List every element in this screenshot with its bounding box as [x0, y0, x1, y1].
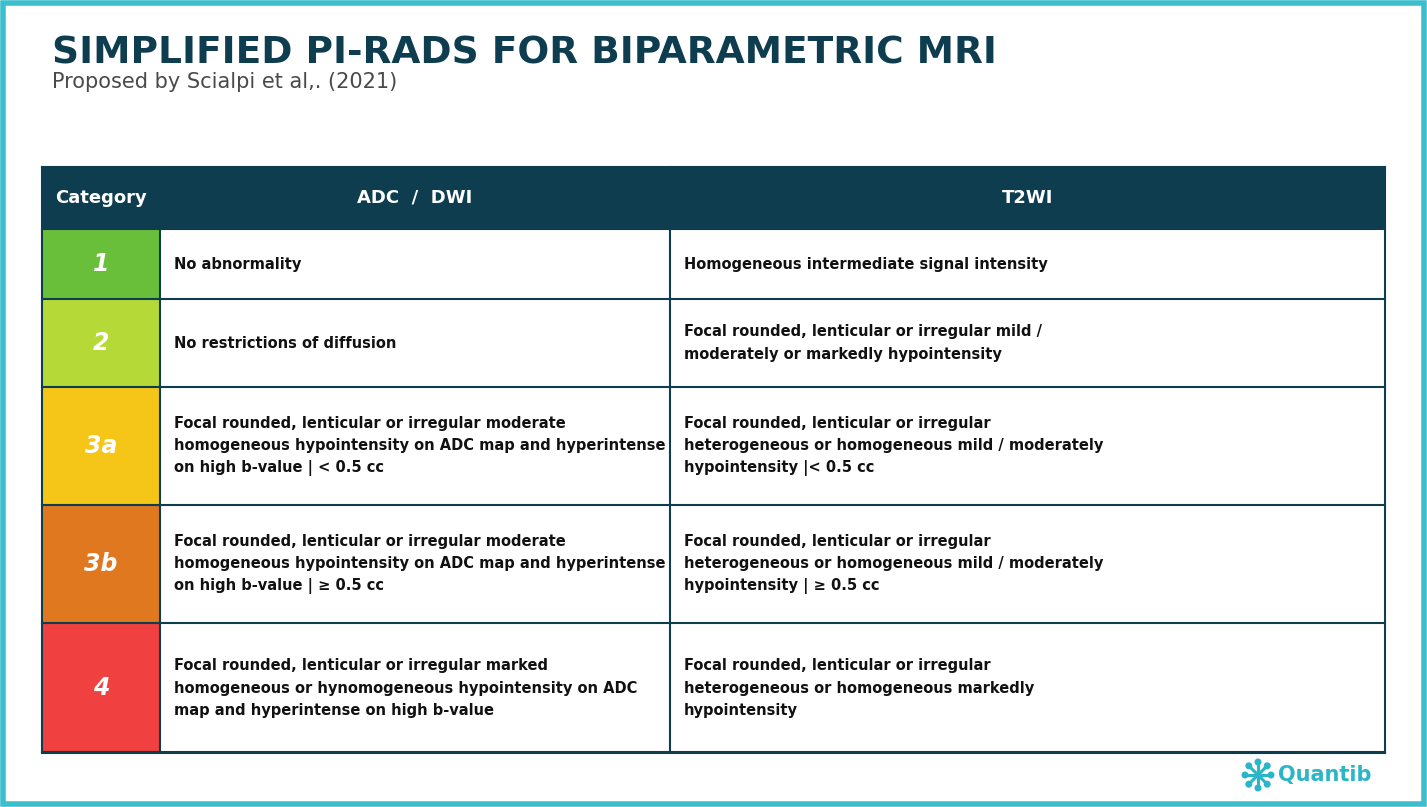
FancyBboxPatch shape [41, 387, 1386, 505]
Text: 1: 1 [93, 252, 110, 276]
Text: Focal rounded, lenticular or irregular marked
homogeneous or hynomogeneous hypoi: Focal rounded, lenticular or irregular m… [174, 659, 638, 717]
Text: Quantib: Quantib [1279, 765, 1371, 785]
Text: Category: Category [56, 189, 147, 207]
FancyBboxPatch shape [41, 299, 160, 387]
Text: No abnormality: No abnormality [174, 257, 301, 271]
Text: No restrictions of diffusion: No restrictions of diffusion [174, 336, 397, 350]
Text: SIMPLIFIED PI-RADS FOR BIPARAMETRIC MRI: SIMPLIFIED PI-RADS FOR BIPARAMETRIC MRI [51, 35, 997, 71]
FancyBboxPatch shape [41, 505, 1386, 623]
Text: Focal rounded, lenticular or irregular moderate
homogeneous hypointensity on ADC: Focal rounded, lenticular or irregular m… [174, 416, 665, 476]
FancyBboxPatch shape [41, 387, 160, 505]
Circle shape [1246, 781, 1251, 787]
Text: Focal rounded, lenticular or irregular mild /
moderately or markedly hypointensi: Focal rounded, lenticular or irregular m… [684, 324, 1042, 362]
Circle shape [1256, 785, 1261, 791]
Text: T2WI: T2WI [1002, 189, 1053, 207]
FancyBboxPatch shape [41, 623, 160, 753]
Text: ADC  /  DWI: ADC / DWI [357, 189, 472, 207]
FancyBboxPatch shape [41, 229, 1386, 299]
Text: Proposed by Scialpi et al,. (2021): Proposed by Scialpi et al,. (2021) [51, 72, 397, 92]
FancyBboxPatch shape [41, 167, 1386, 229]
FancyBboxPatch shape [41, 623, 1386, 753]
Circle shape [1269, 772, 1274, 778]
FancyBboxPatch shape [41, 505, 160, 623]
Text: Focal rounded, lenticular or irregular moderate
homogeneous hypointensity on ADC: Focal rounded, lenticular or irregular m… [174, 533, 665, 594]
Text: 4: 4 [93, 676, 110, 700]
Circle shape [1246, 763, 1251, 768]
Text: Focal rounded, lenticular or irregular
heterogeneous or homogeneous mild / moder: Focal rounded, lenticular or irregular h… [684, 416, 1103, 476]
Text: Focal rounded, lenticular or irregular
heterogeneous or homogeneous markedly
hyp: Focal rounded, lenticular or irregular h… [684, 659, 1035, 717]
Circle shape [1264, 781, 1270, 787]
Text: 3a: 3a [84, 434, 117, 458]
Text: 2: 2 [93, 331, 110, 355]
Circle shape [1256, 759, 1261, 765]
Circle shape [1264, 763, 1270, 768]
Circle shape [1241, 772, 1247, 778]
FancyBboxPatch shape [41, 299, 1386, 387]
Text: Focal rounded, lenticular or irregular
heterogeneous or homogeneous mild / moder: Focal rounded, lenticular or irregular h… [684, 533, 1103, 594]
FancyBboxPatch shape [41, 229, 160, 299]
Text: 3b: 3b [84, 552, 117, 576]
Text: Homogeneous intermediate signal intensity: Homogeneous intermediate signal intensit… [684, 257, 1047, 271]
